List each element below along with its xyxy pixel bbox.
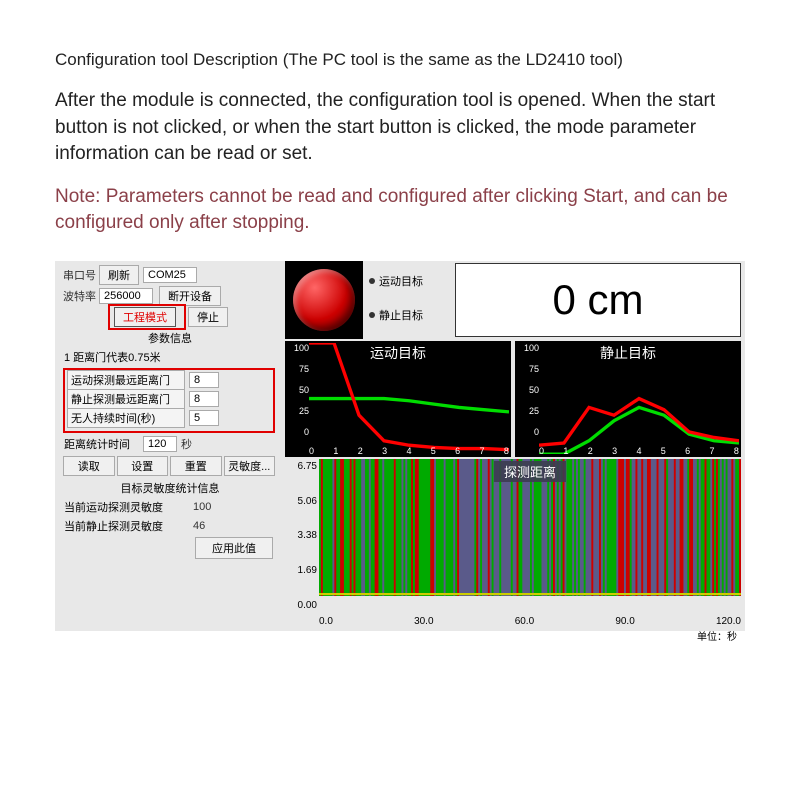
refresh-button[interactable]: 刷新 — [99, 265, 139, 285]
stop-button[interactable]: 停止 — [188, 307, 228, 327]
motion-chart-plot — [309, 343, 509, 454]
port-label: 串口号 — [63, 267, 99, 283]
read-button[interactable]: 读取 — [63, 456, 115, 476]
status-indicator-box — [285, 261, 363, 339]
static-target-label: 静止目标 — [379, 307, 423, 323]
static-max-gate-label: 静止探测最远距离门 — [67, 389, 185, 409]
distance-chart-unit: 单位：秒 — [697, 628, 737, 643]
static-max-gate-value[interactable]: 8 — [189, 391, 219, 407]
gate-info-label: 1 距离门代表0.75米 — [63, 348, 183, 366]
motion-max-gate-value[interactable]: 8 — [189, 372, 219, 388]
red-indicator-icon — [293, 269, 355, 331]
distance-chart-area: 6.755.063.381.690.00 探测距离 0.030.060.090.… — [285, 459, 745, 631]
gate-params-highlight: 运动探测最远距离门 8 静止探测最远距离门 8 无人持续时间(秒) 5 — [63, 368, 275, 433]
tool-window: 串口号 刷新 COM25 波特率 256000 断开设备 工程模式 停止 参数信… — [55, 261, 745, 631]
eng-mode-highlight: 工程模式 — [108, 304, 186, 330]
dist-stat-time-value[interactable]: 120 — [143, 436, 177, 452]
noone-time-value[interactable]: 5 — [189, 410, 219, 426]
motion-sens-label: 当前运动探测灵敏度 — [63, 498, 193, 516]
sens-section-title: 目标灵敏度统计信息 — [63, 480, 277, 496]
set-button[interactable]: 设置 — [117, 456, 169, 476]
description-paragraph: After the module is connected, the confi… — [55, 88, 745, 168]
static-chart-y-axis: 1007550250 — [517, 341, 539, 439]
description-note: Note: Parameters cannot be read and conf… — [55, 184, 745, 237]
apply-button[interactable]: 应用此值 — [195, 537, 273, 559]
static-target-row: 静止目标 — [369, 307, 447, 323]
right-panel: 运动目标 静止目标 0 cm 运动目标 1007550250 012345678… — [285, 261, 745, 631]
dist-stat-unit: 秒 — [181, 436, 192, 452]
top-indicator-row: 运动目标 静止目标 0 cm — [285, 261, 745, 339]
description-title: Configuration tool Description (The PC t… — [55, 50, 745, 70]
reset-button[interactable]: 重置 — [170, 456, 222, 476]
distance-chart-y-axis: 6.755.063.381.690.00 — [285, 459, 319, 629]
static-sens-value: 46 — [193, 520, 205, 532]
static-sens-label: 当前静止探测灵敏度 — [63, 517, 193, 535]
target-type-labels: 运动目标 静止目标 — [363, 261, 453, 339]
params-section-title: 参数信息 — [63, 330, 277, 346]
static-chart-x-axis: 012345678 — [539, 446, 739, 456]
distance-chart-x-axis: 0.030.060.090.0120.0 — [319, 616, 741, 627]
baud-value[interactable]: 256000 — [99, 288, 153, 304]
distance-chart: 探测距离 0.030.060.090.0120.0 单位：秒 — [319, 459, 741, 629]
baud-label: 波特率 — [63, 288, 99, 304]
motion-max-gate-label: 运动探测最远距离门 — [67, 370, 185, 390]
noone-time-label: 无人持续时间(秒) — [67, 408, 185, 428]
left-panel: 串口号 刷新 COM25 波特率 256000 断开设备 工程模式 停止 参数信… — [55, 261, 285, 631]
dist-stat-time-label: 距离统计时间 — [63, 435, 143, 453]
moving-target-label: 运动目标 — [379, 273, 423, 289]
disconnect-button[interactable]: 断开设备 — [159, 286, 221, 306]
sensitivity-button[interactable]: 灵敏度... — [224, 456, 276, 476]
static-chart: 静止目标 1007550250 012345678 — [515, 341, 741, 457]
motion-chart: 运动目标 1007550250 012345678 — [285, 341, 511, 457]
dot-icon — [369, 278, 375, 284]
small-charts-row: 运动目标 1007550250 012345678 静止目标 100755025… — [285, 339, 745, 459]
motion-sens-value: 100 — [193, 501, 211, 513]
dot-icon — [369, 312, 375, 318]
distance-display: 0 cm — [455, 263, 741, 337]
moving-target-row: 运动目标 — [369, 273, 447, 289]
port-value[interactable]: COM25 — [143, 267, 197, 283]
motion-chart-y-axis: 1007550250 — [287, 341, 309, 439]
eng-mode-button[interactable]: 工程模式 — [114, 307, 176, 327]
motion-chart-x-axis: 012345678 — [309, 446, 509, 456]
distance-chart-title: 探测距离 — [494, 461, 566, 482]
static-chart-plot — [539, 343, 739, 454]
